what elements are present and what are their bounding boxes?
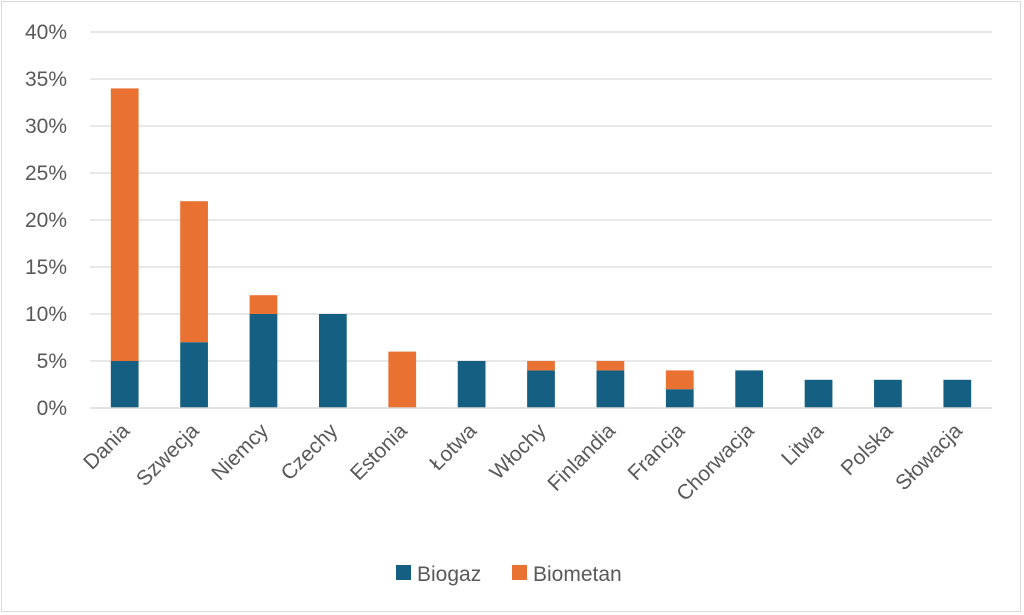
legend-label-biogaz: Biogaz: [417, 563, 481, 586]
bar-biometan-4: [388, 351, 417, 408]
bar-biometan-7: [596, 361, 625, 371]
y-tick-label: 25%: [25, 162, 67, 185]
legend-swatch-biogaz: [396, 565, 411, 580]
x-tick-label: Łotwa: [425, 419, 481, 475]
x-tick-label: Włochy: [486, 419, 551, 484]
legend: Biogaz Biometan: [396, 563, 622, 586]
bar-biometan-8: [665, 370, 694, 390]
bar-biogaz-10: [804, 379, 833, 408]
x-tick-label: Niemcy: [207, 419, 273, 485]
y-tick-label: 5%: [37, 350, 67, 373]
x-tick-label: Finlandia: [543, 419, 620, 496]
legend-label-biometan: Biometan: [533, 563, 622, 586]
bar-biogaz-7: [596, 370, 625, 408]
bar-biogaz-2: [249, 314, 278, 408]
y-tick-label: 15%: [25, 256, 67, 279]
bar-biogaz-0: [110, 361, 139, 408]
x-tick-label: Litwa: [777, 419, 828, 470]
bar-biogaz-12: [943, 379, 972, 408]
y-tick-label: 35%: [25, 68, 67, 91]
y-tick-label: 10%: [25, 303, 67, 326]
x-tick-label: Dania: [79, 419, 134, 474]
bar-biogaz-8: [665, 389, 694, 408]
bar-biogaz-9: [735, 370, 764, 408]
x-tick-label: Szwecja: [132, 419, 204, 491]
y-tick-label: 0%: [37, 397, 67, 420]
bar-biogaz-3: [318, 314, 347, 408]
bar-biogaz-6: [527, 370, 555, 408]
bar-biometan-2: [249, 295, 278, 314]
x-tick-label: Czechy: [277, 419, 343, 485]
x-tick-label: Francja: [624, 419, 690, 485]
bar-biogaz-11: [874, 379, 902, 408]
y-tick-label: 30%: [25, 115, 67, 138]
bar-biometan-0: [110, 88, 139, 362]
y-tick-label: 40%: [25, 21, 67, 44]
x-tick-label: Słowacja: [891, 419, 967, 495]
x-tick-label: Polska: [837, 419, 898, 480]
bar-biogaz-5: [457, 361, 486, 408]
gridlines: [90, 31, 992, 362]
bar-biometan-6: [527, 361, 555, 371]
bar-biometan-1: [180, 201, 208, 343]
y-tick-label: 20%: [25, 209, 67, 232]
x-tick-label: Estonia: [346, 419, 412, 485]
legend-swatch-biometan: [512, 565, 527, 580]
bar-biogaz-1: [180, 342, 208, 408]
y-axis-tick-labels: 0% 5% 10% 15% 20% 25% 30% 35% 40%: [25, 21, 67, 420]
bars: [110, 88, 972, 408]
